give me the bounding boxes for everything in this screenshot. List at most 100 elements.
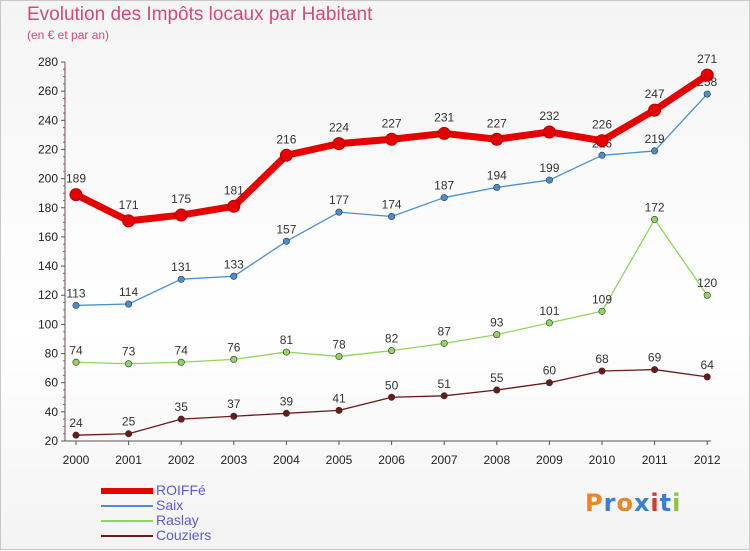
data-point	[545, 176, 553, 184]
y-tick-label: 20	[45, 434, 59, 448]
data-label: 64	[701, 358, 715, 372]
data-label: 177	[329, 193, 349, 207]
data-label: 76	[227, 340, 241, 354]
x-tick-label: 2010	[589, 453, 616, 467]
data-point	[440, 339, 448, 347]
data-point	[388, 213, 396, 221]
data-point	[490, 132, 504, 146]
data-label: 69	[648, 351, 662, 365]
data-point	[388, 347, 396, 355]
x-tick-label: 2012	[694, 453, 721, 467]
data-point	[648, 103, 662, 117]
data-point	[332, 137, 346, 151]
y-tick-label: 160	[38, 230, 58, 244]
data-label: 41	[332, 391, 346, 405]
data-point	[230, 355, 238, 363]
data-label: 189	[66, 172, 86, 186]
y-tick-label: 200	[38, 172, 58, 186]
x-tick-label: 2007	[431, 453, 458, 467]
data-point	[703, 291, 711, 299]
data-label: 24	[69, 416, 83, 430]
data-point	[651, 366, 659, 374]
data-point	[545, 319, 553, 327]
data-point	[279, 148, 293, 162]
legend-item-raslay: Raslay	[101, 513, 301, 528]
data-label: 113	[66, 286, 85, 300]
data-point	[437, 126, 451, 140]
legend-label-saix: Saix	[156, 497, 184, 513]
data-label: 101	[539, 304, 559, 318]
data-label: 157	[276, 222, 296, 236]
x-tick-label: 2000	[63, 453, 90, 467]
x-tick-label: 2011	[642, 453, 668, 467]
legend-swatch-raslay	[101, 520, 153, 522]
legend-label-couziers: Couziers	[156, 527, 212, 543]
data-label: 232	[539, 109, 559, 123]
data-label: 131	[171, 260, 191, 274]
data-label: 37	[227, 397, 241, 411]
data-label: 224	[329, 121, 349, 135]
y-tick-label: 120	[38, 288, 58, 302]
data-label: 25	[122, 415, 136, 429]
data-label: 226	[592, 118, 612, 132]
x-tick-label: 2005	[326, 453, 353, 467]
data-point	[174, 208, 188, 222]
legend-swatch-saix	[101, 505, 153, 507]
legend: ROIFFé Saix Raslay Couziers	[101, 483, 301, 543]
data-label: 114	[119, 285, 138, 299]
data-point	[335, 406, 343, 414]
data-point	[72, 431, 80, 439]
y-tick-label: 100	[38, 317, 58, 331]
data-label: 227	[382, 116, 402, 130]
data-point	[542, 125, 556, 139]
data-point	[282, 409, 290, 417]
data-point	[177, 358, 185, 366]
x-tick-label: 2003	[220, 453, 247, 467]
legend-item-saix: Saix	[101, 498, 301, 513]
data-point	[651, 147, 659, 155]
data-label: 199	[539, 161, 559, 175]
data-point	[177, 415, 185, 423]
data-point	[227, 199, 241, 213]
data-point	[598, 367, 606, 375]
y-tick-label: 260	[38, 84, 58, 98]
data-label: 133	[224, 257, 244, 271]
data-label: 231	[434, 110, 454, 124]
data-label: 74	[175, 343, 189, 357]
data-point	[440, 194, 448, 202]
data-point	[595, 134, 609, 148]
data-label: 187	[434, 179, 454, 193]
legend-label-raslay: Raslay	[156, 512, 199, 528]
data-point	[72, 301, 80, 309]
data-label: 247	[645, 87, 665, 101]
data-label: 82	[385, 332, 399, 346]
data-label: 172	[645, 200, 665, 214]
data-label: 109	[592, 292, 612, 306]
proxiti-logo: Proxiti	[585, 489, 682, 517]
data-label: 55	[490, 371, 504, 385]
data-label: 50	[385, 378, 399, 392]
data-label: 35	[175, 400, 189, 414]
x-tick-label: 2002	[168, 453, 195, 467]
data-point	[651, 215, 659, 223]
data-label: 78	[332, 337, 346, 351]
data-point	[545, 379, 553, 387]
x-tick-label: 2009	[536, 453, 563, 467]
data-label: 216	[276, 132, 296, 146]
data-label: 271	[697, 52, 717, 66]
data-point	[335, 352, 343, 360]
legend-item-couziers: Couziers	[101, 528, 301, 543]
data-label: 194	[487, 168, 507, 182]
data-label: 68	[595, 352, 609, 366]
data-point	[703, 90, 711, 98]
data-point	[230, 412, 238, 420]
data-point	[125, 300, 133, 308]
chart-subtitle: (en € et par an)	[27, 28, 110, 42]
data-point	[230, 272, 238, 280]
legend-swatch-roiffe	[101, 488, 153, 494]
data-point	[125, 360, 133, 368]
data-point	[122, 214, 136, 228]
data-label: 174	[382, 198, 402, 212]
